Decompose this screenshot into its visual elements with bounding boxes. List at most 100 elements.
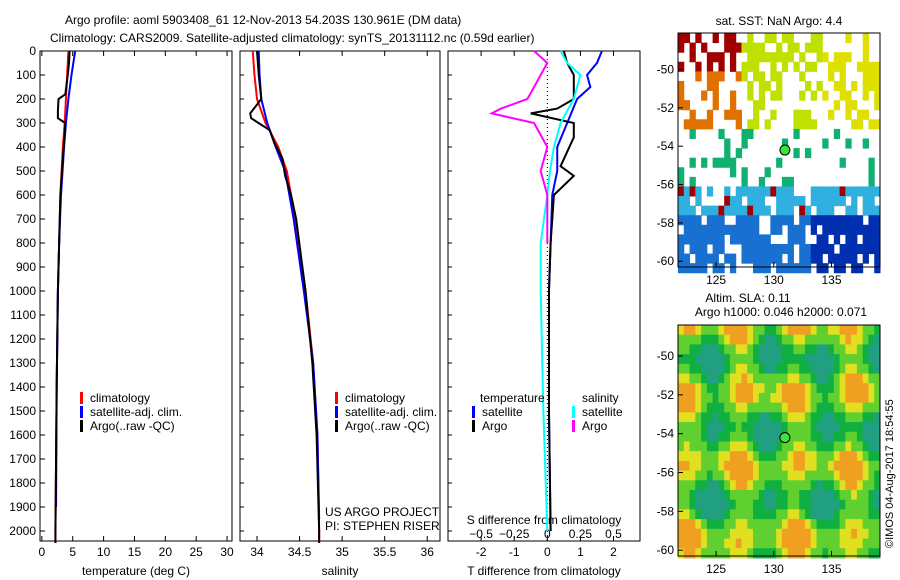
x-tick-label: -1	[509, 545, 520, 559]
map-cell	[851, 490, 858, 501]
map-cell	[816, 451, 823, 462]
map-cell	[724, 412, 731, 423]
map-cell	[874, 499, 881, 510]
map-cell	[874, 373, 881, 384]
map-cell	[874, 100, 881, 111]
map-cell	[753, 186, 760, 197]
map-cell	[816, 334, 823, 345]
map-cell	[770, 499, 777, 510]
map-cell	[874, 325, 881, 336]
map-cell	[787, 42, 794, 53]
map-cell	[776, 42, 783, 53]
map-cell	[868, 392, 875, 404]
map-cell	[868, 325, 875, 336]
map-cell	[868, 186, 875, 197]
map-cell	[747, 528, 754, 540]
map-cell	[706, 431, 714, 442]
map-cell	[683, 224, 691, 235]
map-cell	[845, 90, 852, 101]
map-cell	[781, 441, 789, 452]
map-cell	[718, 460, 725, 472]
map-cell	[874, 422, 881, 433]
map-cell	[706, 383, 714, 394]
map-cell	[689, 119, 696, 130]
s-tick-label: 0.25	[569, 527, 593, 541]
map-cell	[753, 61, 760, 72]
map-cell	[758, 176, 766, 187]
legend-header: salinity	[582, 391, 619, 405]
map-cell	[689, 441, 696, 452]
map-cell	[678, 33, 685, 44]
map-cell	[781, 52, 789, 63]
map-cell	[770, 373, 777, 384]
map-cell	[793, 422, 800, 433]
map-cell	[741, 354, 748, 365]
map-cell	[758, 80, 766, 92]
map-cell	[804, 363, 812, 375]
map-cell	[753, 263, 760, 274]
map-cell	[764, 383, 771, 394]
map-cell	[735, 234, 742, 245]
map-cell	[822, 392, 829, 404]
map-cell	[839, 499, 846, 510]
map-cell	[868, 383, 875, 394]
map-cell	[781, 519, 789, 530]
map-cell	[845, 480, 852, 491]
map-cell	[833, 392, 841, 404]
map-cell	[833, 470, 841, 481]
y-tick-label: 1200	[9, 332, 36, 346]
map-cell	[833, 186, 841, 197]
map-cell	[718, 354, 725, 365]
map-cell	[781, 363, 789, 375]
map-cell	[822, 528, 829, 540]
map-cell	[683, 205, 691, 216]
map-cell	[787, 499, 794, 510]
x-tick-label: 5	[69, 545, 76, 559]
map-cell	[683, 363, 691, 375]
map-cell	[851, 499, 858, 510]
map-cell	[689, 157, 696, 168]
map-cell	[764, 243, 771, 255]
map-cell	[735, 325, 742, 336]
map-cell	[689, 363, 696, 375]
map-cell	[810, 334, 818, 345]
map-cell	[828, 441, 835, 452]
map-cell	[741, 528, 748, 540]
map-cell	[729, 460, 737, 472]
series-line-argo	[249, 50, 321, 543]
map-cell	[862, 548, 869, 559]
map-cell	[764, 354, 771, 365]
map-cell	[868, 205, 875, 216]
map-cell	[735, 354, 742, 365]
map-cell	[833, 422, 841, 433]
map-cell	[747, 383, 754, 394]
map-cell	[718, 383, 725, 394]
map-cell	[776, 243, 783, 255]
map-cell	[764, 334, 771, 345]
lon-tick-label: 125	[706, 562, 726, 576]
map-cell	[839, 392, 846, 404]
map-cell	[689, 383, 696, 394]
map-cell	[695, 422, 702, 433]
map-cell	[701, 451, 708, 462]
map-cell	[712, 451, 719, 462]
map-cell	[695, 441, 702, 452]
y-tick-label: 100	[16, 68, 36, 82]
map-cell	[799, 412, 806, 423]
map-cell	[718, 344, 725, 355]
map-cell	[764, 33, 771, 44]
map-cell	[747, 253, 754, 264]
map-cell	[770, 109, 777, 120]
map-cell	[868, 196, 875, 207]
map-cell	[729, 528, 737, 540]
map-cell	[845, 186, 852, 197]
map-cell	[845, 224, 852, 235]
map-cell	[712, 90, 719, 101]
map-cell	[735, 373, 742, 384]
map-cell	[781, 334, 789, 345]
map-cell	[787, 470, 794, 481]
map-cell	[787, 528, 794, 540]
title-line1: Argo profile: aoml 5903408_61 12-Nov-201…	[65, 13, 461, 27]
map-cell	[753, 253, 760, 264]
map-cell	[804, 344, 812, 355]
